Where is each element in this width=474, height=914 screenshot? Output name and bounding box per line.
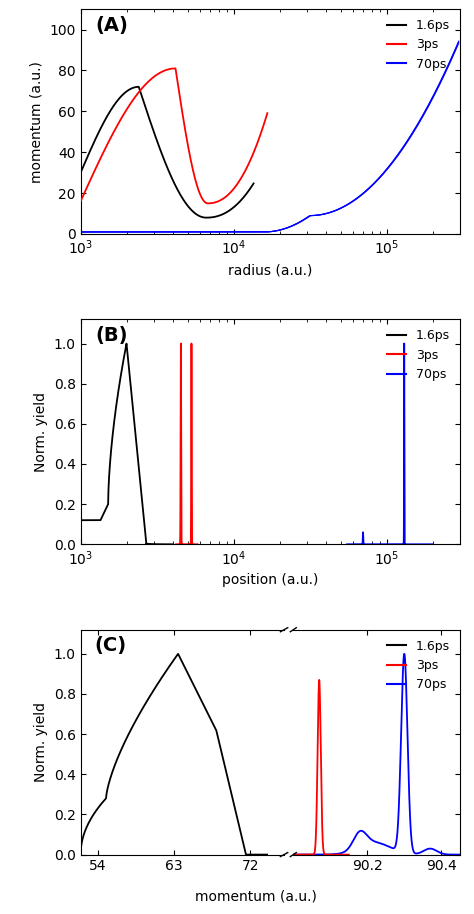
- Legend: 1.6ps, 3ps, 70ps: 1.6ps, 3ps, 70ps: [383, 16, 454, 74]
- Text: (A): (A): [96, 16, 128, 35]
- Y-axis label: Norm. yield: Norm. yield: [34, 702, 48, 782]
- Text: (B): (B): [96, 326, 128, 345]
- Text: momentum (a.u.): momentum (a.u.): [195, 889, 317, 903]
- Legend: 1.6ps, 3ps, 70ps: 1.6ps, 3ps, 70ps: [383, 636, 454, 695]
- X-axis label: position (a.u.): position (a.u.): [222, 573, 319, 588]
- Y-axis label: Norm. yield: Norm. yield: [34, 392, 48, 472]
- Text: (C): (C): [95, 636, 127, 655]
- Y-axis label: momentum (a.u.): momentum (a.u.): [30, 60, 44, 183]
- X-axis label: radius (a.u.): radius (a.u.): [228, 263, 312, 277]
- Legend: 1.6ps, 3ps, 70ps: 1.6ps, 3ps, 70ps: [383, 325, 454, 385]
